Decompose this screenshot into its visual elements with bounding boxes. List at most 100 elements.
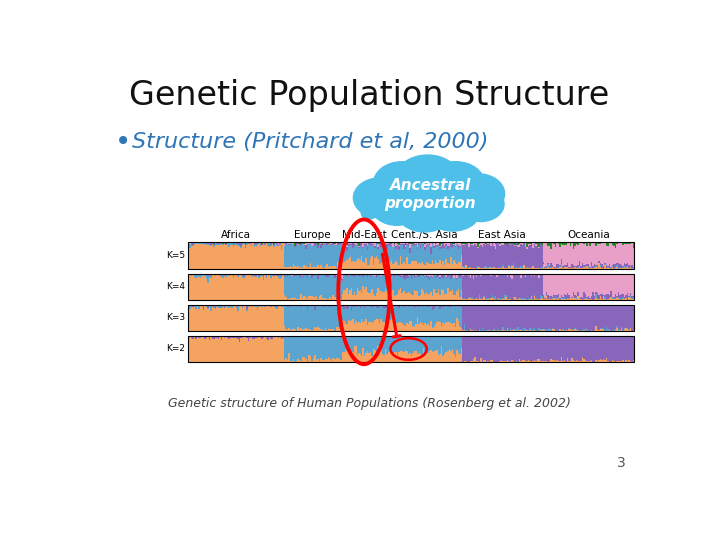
Bar	[595, 305, 597, 326]
Bar	[469, 361, 471, 362]
Bar	[273, 307, 274, 331]
Bar	[270, 242, 271, 244]
Bar	[413, 336, 415, 350]
Bar	[191, 336, 192, 338]
Bar	[431, 305, 432, 306]
Bar	[513, 274, 514, 275]
Bar	[293, 244, 294, 264]
Bar	[436, 277, 438, 293]
Bar	[600, 336, 601, 359]
Bar	[492, 305, 493, 330]
Bar	[547, 262, 549, 264]
Bar	[372, 322, 373, 331]
Bar	[464, 361, 465, 362]
Bar	[461, 348, 462, 362]
Bar	[572, 265, 574, 268]
Bar	[467, 275, 468, 299]
Bar	[516, 336, 517, 361]
Bar	[230, 338, 231, 362]
Bar	[532, 336, 534, 361]
Bar	[237, 244, 238, 246]
Bar	[608, 330, 610, 331]
Bar	[359, 244, 361, 246]
Bar	[392, 291, 394, 300]
Bar	[525, 247, 526, 267]
Bar	[538, 305, 539, 328]
Bar	[395, 274, 397, 275]
Bar	[328, 267, 330, 268]
Bar	[398, 290, 400, 300]
Bar	[522, 299, 523, 300]
Bar	[355, 275, 356, 295]
Bar	[601, 336, 603, 361]
Bar	[338, 274, 340, 299]
Bar	[517, 247, 518, 268]
Bar	[490, 298, 492, 300]
Bar	[274, 307, 276, 308]
Bar	[303, 274, 305, 275]
Bar	[483, 329, 485, 331]
Bar	[485, 275, 486, 299]
Bar	[409, 336, 410, 353]
Bar	[409, 274, 410, 275]
Bar	[282, 305, 284, 306]
Bar	[270, 305, 271, 307]
Bar	[227, 243, 228, 245]
Bar	[392, 275, 394, 291]
Bar	[534, 274, 535, 276]
Bar	[621, 274, 622, 294]
Bar	[421, 244, 423, 262]
Bar	[439, 247, 441, 248]
Bar	[546, 336, 547, 361]
Bar	[405, 305, 406, 306]
Bar	[536, 274, 538, 299]
Bar	[242, 338, 243, 362]
Bar	[351, 336, 352, 350]
Bar	[553, 305, 554, 329]
Bar	[305, 243, 307, 245]
Bar	[287, 274, 288, 276]
Bar	[325, 266, 326, 268]
Bar	[601, 329, 603, 331]
Bar	[577, 292, 579, 296]
Bar	[222, 278, 224, 300]
Bar	[443, 356, 444, 362]
Bar	[198, 309, 199, 331]
Bar	[337, 262, 338, 268]
Bar	[444, 294, 446, 300]
Bar	[490, 360, 492, 362]
Bar	[323, 244, 325, 245]
Bar	[547, 336, 549, 362]
Bar	[225, 245, 227, 268]
Bar	[439, 246, 441, 247]
Bar	[601, 328, 603, 329]
Bar	[456, 278, 458, 279]
Bar	[334, 305, 336, 306]
Bar	[376, 336, 377, 352]
Bar	[583, 329, 585, 330]
Bar	[415, 242, 417, 244]
Bar	[359, 305, 361, 308]
Bar	[263, 336, 264, 338]
Bar	[553, 295, 554, 298]
Bar	[490, 246, 492, 267]
Bar	[366, 275, 367, 287]
Bar	[294, 242, 296, 246]
Bar	[453, 245, 454, 246]
Bar	[501, 275, 503, 299]
Bar	[351, 242, 352, 243]
Bar	[340, 242, 342, 244]
Bar	[432, 245, 433, 260]
Bar	[564, 274, 565, 294]
Bar	[234, 244, 235, 245]
Bar	[331, 275, 333, 299]
Bar	[417, 291, 418, 300]
Bar	[394, 336, 395, 352]
Bar	[543, 329, 544, 331]
Bar	[487, 242, 489, 244]
Bar	[319, 296, 320, 300]
Bar	[467, 299, 468, 300]
Bar	[492, 295, 493, 298]
Bar	[526, 336, 528, 361]
Bar	[504, 275, 505, 295]
